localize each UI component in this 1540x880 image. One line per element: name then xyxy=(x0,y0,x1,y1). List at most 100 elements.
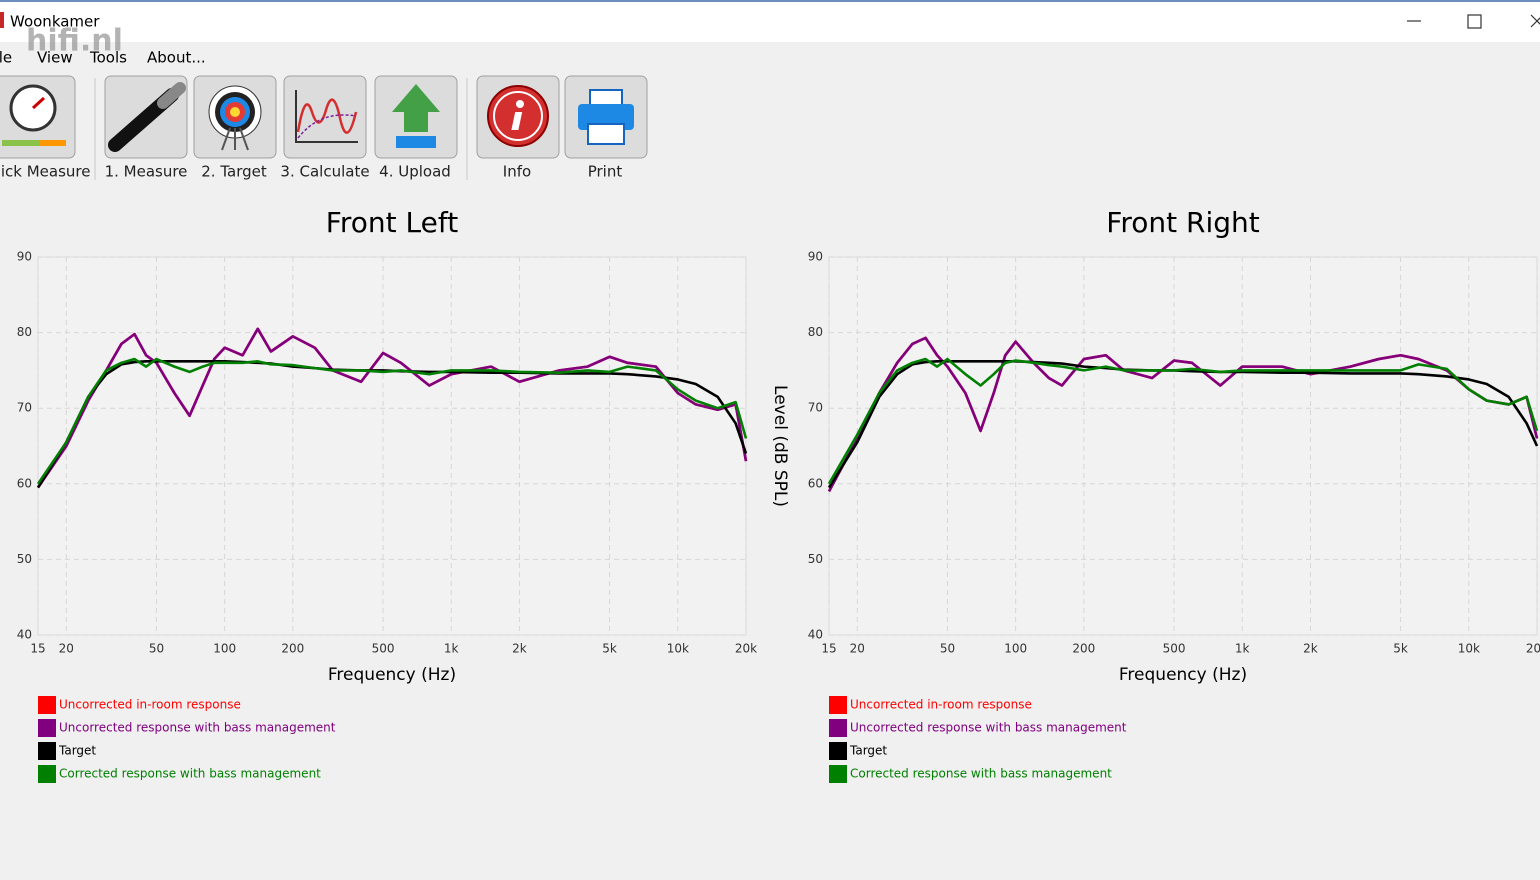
info-button[interactable]: Info xyxy=(476,75,560,181)
title-bar xyxy=(0,0,1540,42)
calculate-button[interactable]: 3. Calculate xyxy=(280,75,370,181)
legend-label: Target xyxy=(58,744,96,758)
legend-label: Uncorrected response with bass managemen… xyxy=(850,721,1127,735)
legend-swatch xyxy=(829,696,847,714)
app-icon xyxy=(0,12,4,28)
y-tick-label: 90 xyxy=(808,250,823,264)
button-label: 3. Calculate xyxy=(280,163,369,181)
series-line xyxy=(36,327,748,489)
plot-area xyxy=(37,256,747,636)
upload-button[interactable]: 4. Upload xyxy=(374,75,458,181)
legend-label: Uncorrected response with bass managemen… xyxy=(59,721,336,735)
legend-swatch xyxy=(829,742,847,760)
menu-item[interactable]: Tools xyxy=(89,49,127,67)
arrow-icon xyxy=(392,84,440,132)
x-axis-label: Frequency (Hz) xyxy=(1119,665,1247,685)
button-label: 1. Measure xyxy=(105,163,188,181)
y-tick-label: 60 xyxy=(808,476,823,490)
legend-swatch xyxy=(38,719,56,737)
x-tick-label: 20k xyxy=(1526,642,1540,656)
gauge-scale xyxy=(40,140,66,146)
x-tick-label: 500 xyxy=(372,642,395,656)
y-axis-label: Level (dB SPL) xyxy=(770,385,790,507)
x-tick-label: 200 xyxy=(1072,642,1095,656)
x-tick-label: 1k xyxy=(444,642,459,656)
window-border xyxy=(0,0,1540,2)
y-tick-label: 80 xyxy=(808,325,823,339)
legend-label: Uncorrected in-room response xyxy=(59,698,241,712)
legend-label: Target xyxy=(849,744,887,758)
window-title: Woonkamer xyxy=(10,13,100,31)
x-tick-label: 5k xyxy=(602,642,617,656)
print-button[interactable]: Print xyxy=(564,75,648,181)
curve-icon xyxy=(296,98,358,134)
x-tick-label: 20k xyxy=(735,642,757,656)
x-axis-label: Frequency (Hz) xyxy=(328,665,456,685)
info-glyph xyxy=(511,112,523,130)
series-line xyxy=(36,357,748,485)
toolbar: Quick Measure 1. Measure 2. Target 3. Ca… xyxy=(0,75,648,181)
y-tick-label: 40 xyxy=(17,628,32,642)
legend-swatch xyxy=(829,719,847,737)
y-tick-label: 90 xyxy=(17,250,32,264)
axes-icon xyxy=(295,90,358,143)
button-label: 2. Target xyxy=(201,163,267,181)
x-tick-label: 200 xyxy=(281,642,304,656)
legend-label: Uncorrected in-room response xyxy=(850,698,1032,712)
quick-measure-button[interactable]: Quick Measure xyxy=(0,75,90,181)
x-tick-label: 100 xyxy=(213,642,236,656)
legend-swatch xyxy=(38,765,56,783)
series-line xyxy=(827,336,1539,492)
microphone-head xyxy=(157,82,186,109)
measure-button[interactable]: 1. Measure xyxy=(104,75,188,181)
target-ring xyxy=(230,107,240,117)
legend-swatch xyxy=(38,696,56,714)
menu-item[interactable]: File xyxy=(0,49,12,67)
x-tick-label: 1k xyxy=(1235,642,1250,656)
info-ring xyxy=(493,91,543,141)
y-tick-label: 80 xyxy=(17,325,32,339)
x-tick-label: 10k xyxy=(667,642,689,656)
legend-swatch xyxy=(38,742,56,760)
x-tick-label: 10k xyxy=(1458,642,1480,656)
button-label: 4. Upload xyxy=(379,163,451,181)
x-tick-label: 15 xyxy=(30,642,45,656)
curve-icon xyxy=(297,114,357,139)
gauge-needle xyxy=(31,96,46,110)
menu-item[interactable]: View xyxy=(37,49,73,67)
chart: Front Right Frequency (Hz) Level (dB SPL) 4… xyxy=(770,206,1540,783)
x-tick-label: 2k xyxy=(1303,642,1318,656)
y-tick-label: 70 xyxy=(808,401,823,415)
x-tick-label: 50 xyxy=(149,642,164,656)
gauge-icon xyxy=(9,84,57,132)
printer-output xyxy=(587,123,625,145)
x-tick-label: 50 xyxy=(940,642,955,656)
y-tick-label: 70 xyxy=(17,401,32,415)
x-tick-label: 500 xyxy=(1163,642,1186,656)
maximize-button[interactable] xyxy=(1467,14,1482,29)
legend-label: Corrected response with bass management xyxy=(59,767,321,781)
y-tick-label: 60 xyxy=(17,476,32,490)
printer-paper xyxy=(589,89,623,107)
menu-item[interactable]: About... xyxy=(147,49,206,67)
info-dot xyxy=(516,100,524,108)
button-label: Info xyxy=(503,163,531,181)
chart-title: Front Right xyxy=(1106,206,1259,239)
y-tick-label: 40 xyxy=(808,628,823,642)
button-label: Quick Measure xyxy=(0,163,90,181)
y-tick-label: 50 xyxy=(808,552,823,566)
target-button[interactable]: 2. Target xyxy=(193,75,277,181)
close-button[interactable] xyxy=(1530,14,1540,28)
x-tick-label: 15 xyxy=(821,642,836,656)
x-tick-label: 20 xyxy=(850,642,865,656)
legend-label: Corrected response with bass management xyxy=(850,767,1112,781)
target-stand xyxy=(221,127,249,151)
chart-title: Front Left xyxy=(326,206,458,239)
upload-bar xyxy=(396,136,436,148)
x-tick-label: 5k xyxy=(1393,642,1408,656)
x-tick-label: 20 xyxy=(59,642,74,656)
legend-swatch xyxy=(829,765,847,783)
gauge-scale xyxy=(2,140,66,146)
